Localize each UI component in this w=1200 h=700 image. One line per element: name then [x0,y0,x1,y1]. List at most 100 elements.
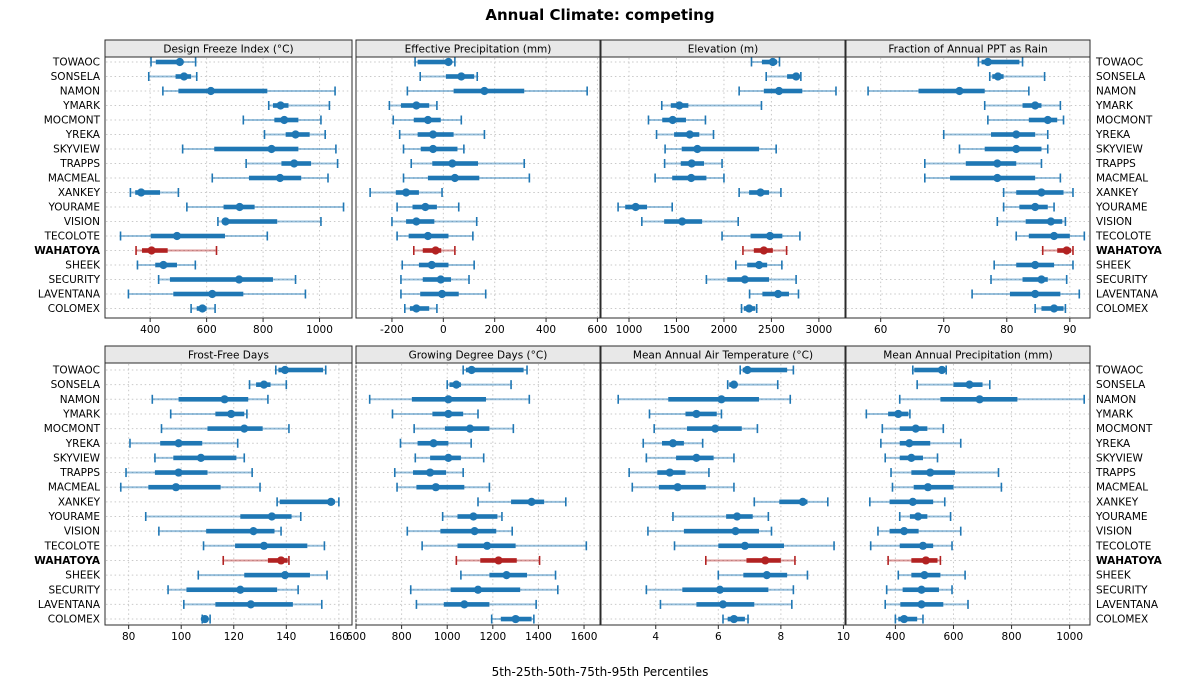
median-dot [920,571,929,580]
median-dot [452,380,461,389]
iqr-bar [206,528,275,534]
median-dot [267,144,276,154]
median-dot [765,231,775,241]
median-dot [899,527,909,536]
station-label-right: TOWAOC [1095,57,1143,69]
axis-tick-label: 8 [778,631,785,643]
panel-plot-fraction-of-annual-ppt-as-rain [845,56,1091,319]
iqr-bar [742,367,788,373]
median-dot [423,231,433,241]
axis-tick-label: 800 [1002,631,1022,643]
iqr-bar [899,440,931,446]
station-label-left: SKYVIEW [53,452,101,464]
median-dot [975,395,984,404]
median-dot [761,556,770,565]
median-dot [326,497,336,506]
median-dot [421,202,430,212]
iqr-bar [135,190,161,195]
median-dot [444,453,453,462]
median-dot [412,101,421,110]
median-dot [175,57,184,67]
axis-tick-label: 0 [440,324,447,336]
station-label-left: YOURAME [47,202,100,214]
iqr-bar [186,587,278,593]
station-label-right: SKYVIEW [1096,144,1144,156]
station-label-right: XANKEY [1096,496,1139,508]
panel-plot-growing-degree-days-c [355,362,601,626]
iqr-bar [207,426,263,431]
median-dot [673,483,682,492]
iqr-bar [278,367,324,373]
median-dot [431,483,440,492]
median-dot [754,260,764,270]
axis-tick-label: 1600 [571,631,598,643]
station-label-right: SONSELA [1096,379,1146,391]
station-label-left: MACMEAL [48,173,100,185]
median-dot [467,365,476,375]
median-dot [465,424,475,433]
iqr-bar [668,397,759,402]
station-label-left: LAVENTANA [38,289,101,301]
median-dot [448,159,457,168]
median-dot [200,614,209,624]
median-dot [428,144,438,154]
station-label-left: WAHATOYA [34,245,101,257]
median-dot [457,72,466,81]
median-dot [911,424,920,433]
median-dot [290,159,299,168]
median-dot [527,497,536,506]
station-label-right: SONSELA [1096,71,1146,83]
median-dot [159,260,168,270]
station-label-right: NAMON [1096,86,1136,98]
iqr-bar [178,397,249,402]
iqr-bar [465,367,524,373]
axis-tick-label: 1200 [479,631,506,643]
median-dot [740,541,749,550]
median-dot [1031,260,1040,270]
median-dot [423,115,433,125]
median-dot [436,275,445,284]
median-dot [665,468,674,477]
station-label-right: TOWAOC [1095,365,1143,377]
median-dot [692,453,701,462]
median-dot [1037,275,1046,284]
iqr-bar [148,484,221,490]
station-label-right: MOCMONT [1096,115,1153,127]
median-dot [444,395,453,404]
station-label-right: MACMEAL [1096,173,1148,185]
median-dot [717,395,726,404]
median-dot [983,57,992,67]
median-dot [715,585,724,594]
median-dot [147,246,156,255]
axis-tick-label: 400 [885,631,905,643]
axis-tick-label: 2000 [711,324,738,336]
station-label-left: LAVENTANA [38,599,101,611]
station-label-left: TECOLOTE [44,540,100,552]
median-dot [480,86,489,96]
axis-tick-label: 600 [346,631,366,643]
median-dot [729,614,739,624]
station-label-left: TOWAOC [52,57,100,69]
median-dot [444,57,453,67]
median-dot [220,395,229,404]
axis-tick-label: 600 [943,631,963,643]
median-dot [483,541,492,550]
chart-title: Annual Climate: competing [485,6,715,24]
axis-tick-label: 1400 [525,631,552,643]
station-label-left: NAMON [60,86,100,98]
axis-tick-label: 80 [1000,324,1013,336]
iqr-bar [248,175,302,181]
iqr-bar [918,88,985,94]
median-dot [773,289,783,299]
median-dot [470,527,479,536]
median-dot [450,173,459,183]
iqr-bar [416,484,465,490]
axis-tick-label: 200 [485,324,505,336]
station-label-right: COLOMEX [1096,614,1148,626]
median-dot [276,556,286,565]
axis-tick-label: 140 [276,631,296,643]
median-dot [240,424,249,433]
station-label-left: COLOMEX [48,614,100,626]
median-dot [227,409,236,419]
station-label-right: COLOMEX [1096,303,1148,315]
